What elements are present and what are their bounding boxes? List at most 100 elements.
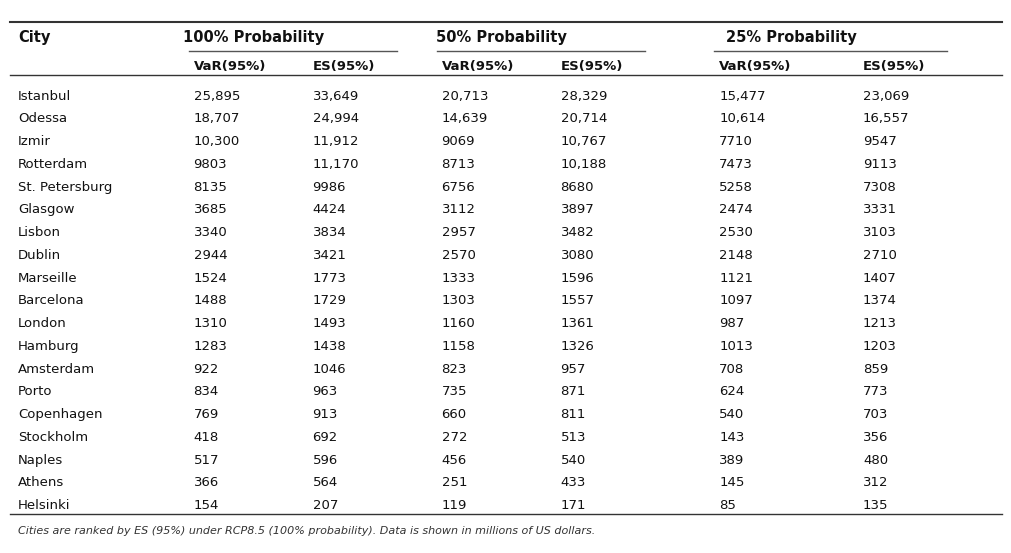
Text: 769: 769 — [193, 408, 218, 421]
Text: Porto: Porto — [18, 385, 53, 398]
Text: 7710: 7710 — [719, 135, 752, 148]
Text: Lisbon: Lisbon — [18, 226, 61, 239]
Text: 7473: 7473 — [719, 158, 752, 171]
Text: 1121: 1121 — [719, 272, 752, 285]
Text: Copenhagen: Copenhagen — [18, 408, 102, 421]
Text: 2148: 2148 — [719, 249, 752, 262]
Text: 50% Probability: 50% Probability — [435, 30, 566, 45]
Text: 913: 913 — [312, 408, 338, 421]
Text: 7308: 7308 — [862, 181, 896, 194]
Text: 773: 773 — [862, 385, 888, 398]
Text: 5258: 5258 — [719, 181, 752, 194]
Text: 15,477: 15,477 — [719, 90, 765, 102]
Text: 3340: 3340 — [193, 226, 227, 239]
Text: 596: 596 — [312, 453, 338, 467]
Text: 1488: 1488 — [193, 294, 227, 307]
Text: 692: 692 — [312, 431, 338, 444]
Text: 9113: 9113 — [862, 158, 896, 171]
Text: 3834: 3834 — [312, 226, 346, 239]
Text: St. Petersburg: St. Petersburg — [18, 181, 112, 194]
Text: 2570: 2570 — [441, 249, 475, 262]
Text: 1097: 1097 — [719, 294, 752, 307]
Text: 10,767: 10,767 — [560, 135, 607, 148]
Text: Hamburg: Hamburg — [18, 340, 80, 353]
Text: 272: 272 — [441, 431, 466, 444]
Text: 356: 356 — [862, 431, 888, 444]
Text: 1493: 1493 — [312, 317, 346, 330]
Text: 517: 517 — [193, 453, 218, 467]
Text: 735: 735 — [441, 385, 466, 398]
Text: 963: 963 — [312, 385, 338, 398]
Text: 1203: 1203 — [862, 340, 896, 353]
Text: 9069: 9069 — [441, 135, 474, 148]
Text: Barcelona: Barcelona — [18, 294, 85, 307]
Text: 154: 154 — [193, 499, 218, 512]
Text: 23,069: 23,069 — [862, 90, 909, 102]
Text: Odessa: Odessa — [18, 112, 67, 126]
Text: 1374: 1374 — [862, 294, 896, 307]
Text: 957: 957 — [560, 363, 585, 375]
Text: Amsterdam: Amsterdam — [18, 363, 95, 375]
Text: 8713: 8713 — [441, 158, 475, 171]
Text: 418: 418 — [193, 431, 218, 444]
Text: 100% Probability: 100% Probability — [182, 30, 324, 45]
Text: Naples: Naples — [18, 453, 64, 467]
Text: 20,714: 20,714 — [560, 112, 607, 126]
Text: 389: 389 — [719, 453, 744, 467]
Text: 18,707: 18,707 — [193, 112, 240, 126]
Text: 207: 207 — [312, 499, 338, 512]
Text: 2710: 2710 — [862, 249, 896, 262]
Text: 33,649: 33,649 — [312, 90, 359, 102]
Text: Marseille: Marseille — [18, 272, 78, 285]
Text: 366: 366 — [193, 477, 218, 489]
Text: 16,557: 16,557 — [862, 112, 909, 126]
Text: 3421: 3421 — [312, 249, 346, 262]
Text: 4424: 4424 — [312, 204, 346, 216]
Text: 9803: 9803 — [193, 158, 227, 171]
Text: 1160: 1160 — [441, 317, 475, 330]
Text: 20,713: 20,713 — [441, 90, 487, 102]
Text: 3685: 3685 — [193, 204, 227, 216]
Text: 10,300: 10,300 — [193, 135, 240, 148]
Text: 1524: 1524 — [193, 272, 227, 285]
Text: 859: 859 — [862, 363, 888, 375]
Text: City: City — [18, 30, 51, 45]
Text: 1407: 1407 — [862, 272, 896, 285]
Text: 3897: 3897 — [560, 204, 593, 216]
Text: 28,329: 28,329 — [560, 90, 607, 102]
Text: 25% Probability: 25% Probability — [726, 30, 856, 45]
Text: Stockholm: Stockholm — [18, 431, 88, 444]
Text: 987: 987 — [719, 317, 744, 330]
Text: 1729: 1729 — [312, 294, 346, 307]
Text: 513: 513 — [560, 431, 585, 444]
Text: 135: 135 — [862, 499, 888, 512]
Text: 1158: 1158 — [441, 340, 475, 353]
Text: 708: 708 — [719, 363, 744, 375]
Text: Rotterdam: Rotterdam — [18, 158, 88, 171]
Text: 1333: 1333 — [441, 272, 475, 285]
Text: 433: 433 — [560, 477, 585, 489]
Text: VaR(95%): VaR(95%) — [719, 60, 791, 73]
Text: 3331: 3331 — [862, 204, 896, 216]
Text: 564: 564 — [312, 477, 338, 489]
Text: Dublin: Dublin — [18, 249, 61, 262]
Text: 540: 540 — [560, 453, 585, 467]
Text: 456: 456 — [441, 453, 466, 467]
Text: 2944: 2944 — [193, 249, 227, 262]
Text: 9547: 9547 — [862, 135, 896, 148]
Text: 24,994: 24,994 — [312, 112, 358, 126]
Text: 25,895: 25,895 — [193, 90, 240, 102]
Text: 834: 834 — [193, 385, 218, 398]
Text: VaR(95%): VaR(95%) — [193, 60, 266, 73]
Text: 922: 922 — [193, 363, 218, 375]
Text: 11,912: 11,912 — [312, 135, 359, 148]
Text: London: London — [18, 317, 67, 330]
Text: ES(95%): ES(95%) — [862, 60, 924, 73]
Text: 171: 171 — [560, 499, 585, 512]
Text: Izmir: Izmir — [18, 135, 51, 148]
Text: 3103: 3103 — [862, 226, 896, 239]
Text: 703: 703 — [862, 408, 888, 421]
Text: 540: 540 — [719, 408, 744, 421]
Text: 480: 480 — [862, 453, 888, 467]
Text: Istanbul: Istanbul — [18, 90, 71, 102]
